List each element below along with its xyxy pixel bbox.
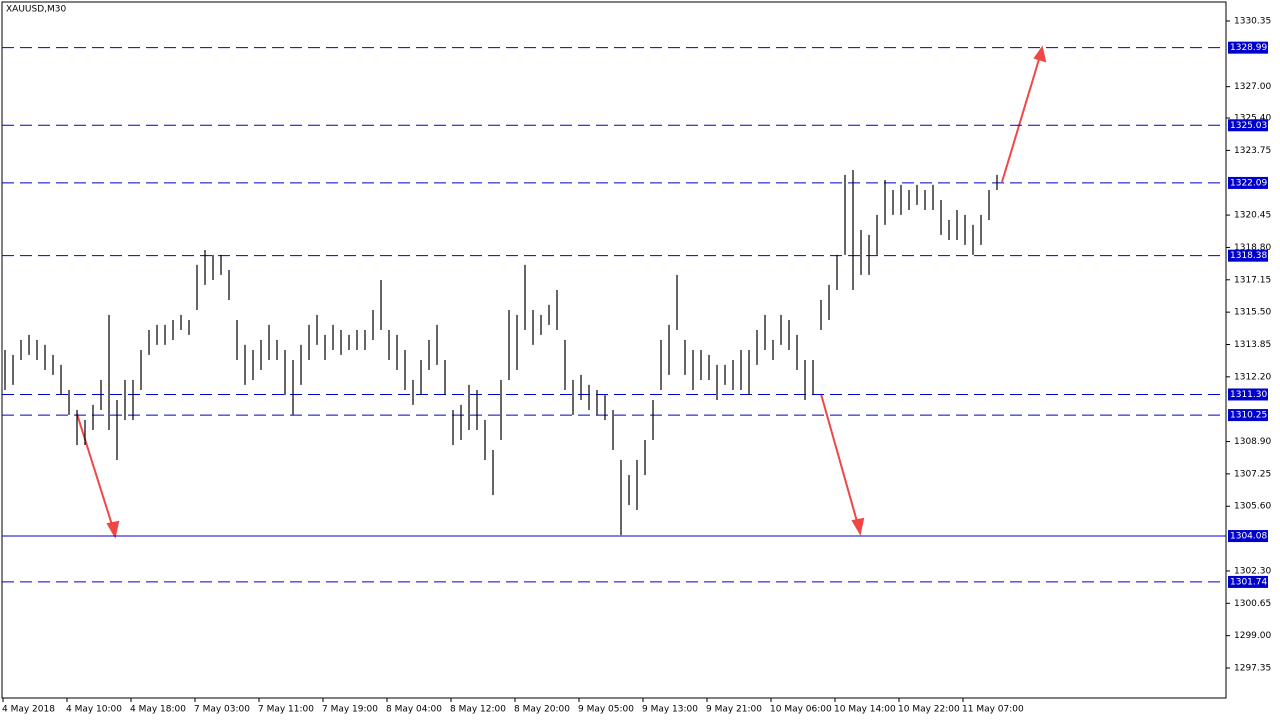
x-tick-label: 10 May 06:00 — [770, 705, 832, 715]
level-label-box — [1228, 530, 1268, 543]
x-tick-label: 9 May 13:00 — [642, 705, 698, 715]
y-tick-label: 1318.80 — [1234, 243, 1271, 253]
x-tick-label: 8 May 12:00 — [450, 705, 506, 715]
level-label: 1301.74 — [1230, 577, 1267, 587]
level-label-box — [1228, 41, 1268, 54]
level-label: 1322.09 — [1230, 178, 1267, 188]
level-label: 1328.99 — [1230, 43, 1267, 53]
y-tick-label: 1297.35 — [1234, 664, 1271, 674]
y-tick-label: 1307.25 — [1234, 469, 1271, 479]
level-label-box — [1228, 575, 1268, 588]
level-label: 1325.03 — [1230, 121, 1267, 131]
level-label: 1304.08 — [1230, 532, 1267, 542]
level-label-box — [1228, 176, 1268, 189]
arrow-head — [1033, 45, 1047, 63]
y-tick-label: 1325.40 — [1234, 114, 1271, 124]
x-tick-label: 4 May 2018 — [2, 705, 55, 715]
plot-frame — [1, 1, 1227, 699]
x-tick-label: 7 May 11:00 — [258, 705, 314, 715]
y-tick-label: 1305.60 — [1234, 502, 1271, 512]
x-tick-label: 7 May 03:00 — [194, 705, 250, 715]
level-label-box — [1228, 388, 1268, 401]
x-tick-label: 8 May 04:00 — [386, 705, 442, 715]
y-tick-label: 1317.15 — [1234, 275, 1271, 285]
chart-title: XAUUSD,M30 — [6, 5, 66, 15]
arrow-head — [851, 517, 865, 536]
x-tick-label: 10 May 22:00 — [898, 705, 960, 715]
arrow — [76, 413, 114, 529]
level-label: 1318.38 — [1230, 251, 1267, 261]
y-tick-label: 1323.75 — [1234, 146, 1271, 156]
y-tick-label: 1299.00 — [1234, 631, 1271, 641]
y-tick-label: 1302.30 — [1234, 566, 1271, 576]
arrow — [820, 393, 859, 526]
level-label: 1310.25 — [1230, 411, 1267, 421]
arrows — [76, 45, 1047, 539]
level-label-box — [1228, 409, 1268, 422]
level-label: 1311.30 — [1230, 390, 1267, 400]
x-tick-label: 4 May 10:00 — [66, 705, 122, 715]
x-tick-label: 10 May 14:00 — [834, 705, 896, 715]
arrow-head — [106, 520, 120, 539]
y-tick-label: 1313.85 — [1234, 340, 1271, 350]
y-tick-label: 1308.90 — [1234, 437, 1271, 447]
y-tick-label: 1330.35 — [1234, 16, 1271, 26]
x-tick-label: 7 May 19:00 — [322, 705, 378, 715]
level-label-box — [1228, 119, 1268, 132]
y-tick-label: 1315.50 — [1234, 308, 1271, 318]
y-tick-label: 1312.20 — [1234, 372, 1271, 382]
y-tick-label: 1320.45 — [1234, 211, 1271, 221]
level-label-box — [1228, 249, 1268, 262]
x-tick-label: 4 May 18:00 — [130, 705, 186, 715]
x-tick-label: 9 May 05:00 — [578, 705, 634, 715]
y-tick-label: 1300.65 — [1234, 599, 1271, 609]
x-tick-label: 11 May 07:00 — [962, 705, 1024, 715]
x-tick-label: 9 May 21:00 — [706, 705, 762, 715]
arrow — [1001, 55, 1041, 183]
y-tick-label: 1327.00 — [1234, 82, 1271, 92]
x-tick-label: 8 May 20:00 — [514, 705, 570, 715]
